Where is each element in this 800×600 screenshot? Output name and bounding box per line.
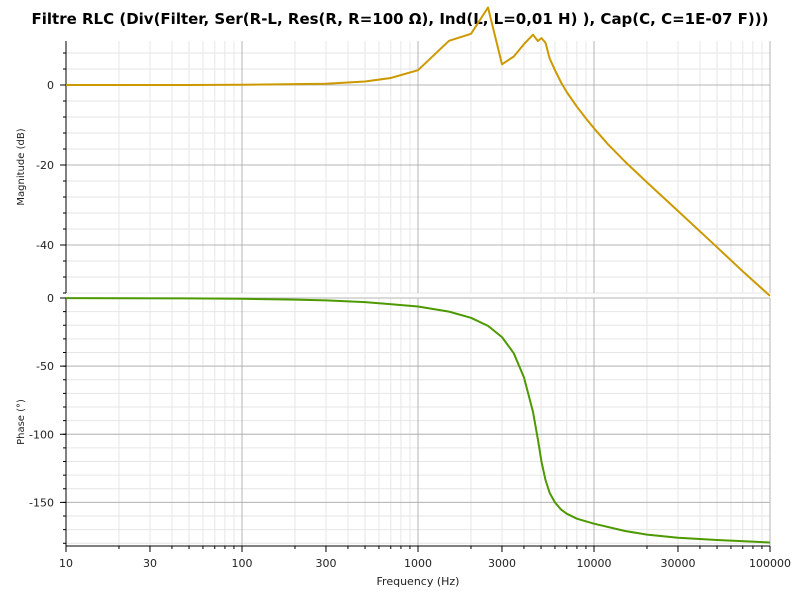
x-tick-label: 300 [315,557,336,570]
y-tick-label: -40 [36,239,54,252]
y-tick-label: -20 [36,159,54,172]
frequency-axis: 10 30 100 300 1000 3000 10000 30000 100000 Freque… [59,545,791,588]
chart-title: Filtre RLC (Div(Filter, Ser(R-L, Res(R, … [31,10,769,28]
x-tick-label: 100 [232,557,253,570]
y-tick-label: 0 [47,292,54,305]
x-tick-label: 10 [59,557,73,570]
y-tick-label: -50 [36,360,54,373]
x-tick-label: 3000 [488,557,516,570]
x-axis-title: Frequency (Hz) [377,575,460,588]
x-tick-label: 30000 [660,557,695,570]
magnitude-series-line [66,6,771,297]
x-tick-label: 30 [143,557,157,570]
x-tick-label: 1000 [404,557,432,570]
magnitude-axis-title: Magnitude (dB) [16,128,27,205]
y-tick-label: 0 [47,79,54,92]
x-tick-label: 100000 [749,557,791,570]
x-tick-label: 10000 [577,557,612,570]
magnitude-panel: 0 -20 -40 Magnitude (dB) [16,6,771,297]
phase-panel: 0 -50 -100 -150 Phase (°) [16,292,771,546]
phase-series-line [65,297,771,544]
phase-axis-title: Phase (°) [16,399,27,445]
y-tick-label: -100 [29,428,54,441]
y-tick-label: -150 [29,496,54,509]
